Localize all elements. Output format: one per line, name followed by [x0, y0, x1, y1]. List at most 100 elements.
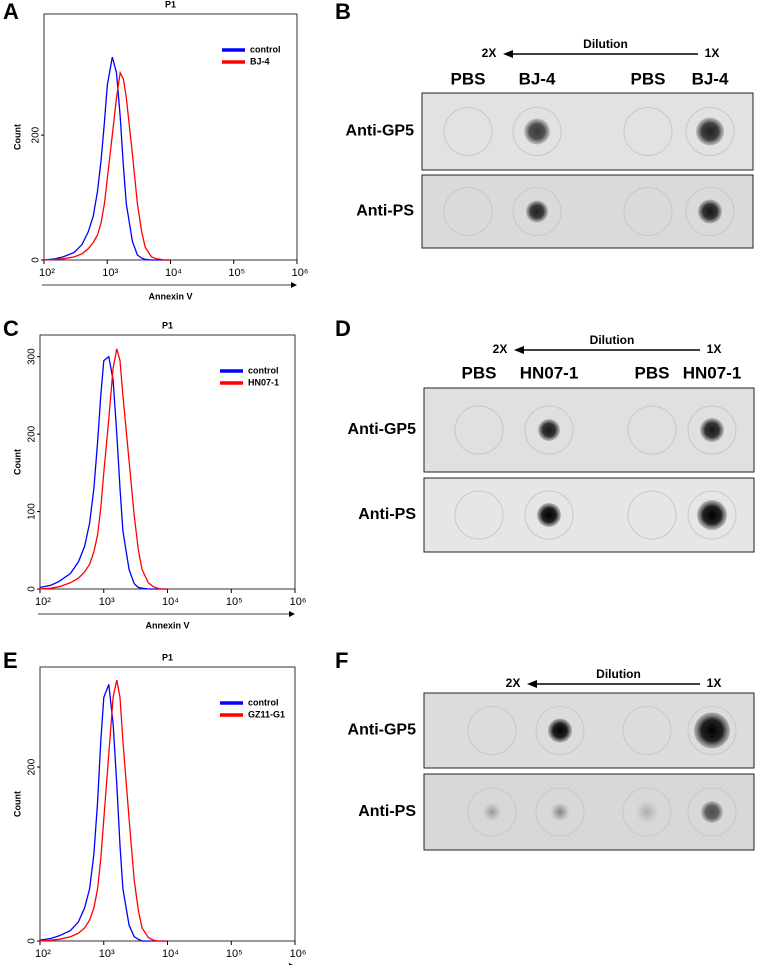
chart-title: P1 — [165, 0, 176, 9]
dilution-label: Dilution — [590, 333, 635, 347]
panel-label: A — [3, 0, 19, 24]
column-label: BJ-4 — [692, 69, 729, 88]
x-tick-label: 10² — [35, 596, 51, 608]
panel-label: B — [335, 0, 351, 24]
row-label: Anti-PS — [356, 203, 414, 220]
dilution-left: 2X — [493, 342, 508, 356]
histogram-line — [39, 348, 168, 590]
legend-label: control — [248, 365, 279, 375]
spot — [700, 418, 724, 442]
column-label: PBS — [451, 69, 486, 88]
x-tick-label: 10⁴ — [165, 267, 182, 279]
spot-ring — [443, 187, 493, 236]
histogram-line — [39, 355, 168, 590]
x-tick-label: 10⁶ — [290, 596, 307, 608]
x-axis-arrow — [289, 611, 295, 617]
dilution-right: 1X — [707, 342, 722, 356]
spot-ring — [622, 787, 672, 837]
spot-ring — [627, 490, 677, 540]
x-tick-label: 10⁴ — [162, 948, 179, 960]
spot-ring — [627, 405, 677, 455]
column-label: PBS — [462, 363, 497, 382]
spot-ring — [443, 107, 493, 156]
spot-ring — [685, 187, 735, 236]
y-tick-label: 200 — [31, 126, 42, 143]
spot-ring — [512, 187, 562, 236]
spot-ring — [524, 405, 574, 455]
panel-label: D — [335, 316, 351, 341]
y-axis-label: Count — [12, 791, 22, 817]
spot — [698, 199, 722, 224]
spot — [697, 500, 727, 530]
legend-label: BJ-4 — [250, 56, 270, 66]
dilution-left: 2X — [482, 46, 497, 60]
spot-ring — [623, 107, 673, 156]
y-tick-label: 300 — [27, 348, 38, 365]
histogram-line — [39, 684, 168, 942]
x-axis-label: Annexin V — [148, 291, 192, 301]
spot-ring — [687, 706, 737, 755]
spot — [482, 802, 502, 822]
dilution-label: Dilution — [596, 667, 641, 681]
x-axis-arrow — [291, 282, 297, 288]
panel-label: F — [335, 648, 348, 673]
column-label: HN07-1 — [520, 363, 579, 382]
spot — [550, 802, 570, 822]
column-label: BJ-4 — [519, 69, 556, 88]
chart-title: P1 — [162, 320, 173, 330]
panel-label: E — [3, 648, 18, 673]
x-tick-label: 10⁴ — [162, 596, 179, 608]
spot-ring — [467, 706, 517, 755]
x-tick-label: 10² — [39, 267, 55, 279]
column-label: PBS — [631, 69, 666, 88]
row-label: Anti-GP5 — [348, 722, 417, 739]
spot-ring — [535, 706, 585, 755]
y-tick-label: 200 — [27, 425, 38, 442]
spot — [526, 200, 548, 223]
y-tick-label: 0 — [31, 257, 42, 263]
dilution-right: 1X — [707, 676, 722, 690]
y-axis-label: Count — [12, 124, 22, 150]
y-tick-label: 0 — [27, 586, 38, 592]
spot-ring — [622, 706, 672, 755]
x-tick-label: 10⁵ — [226, 596, 243, 608]
histogram-line — [39, 679, 168, 942]
spot-ring — [454, 405, 504, 455]
legend-label: control — [250, 44, 281, 54]
dilution-arrowhead — [514, 346, 524, 354]
dilution-arrowhead — [503, 50, 513, 58]
legend-label: HN07-1 — [248, 377, 279, 387]
spot-ring — [467, 787, 517, 837]
row-label: Anti-GP5 — [346, 123, 415, 140]
x-tick-label: 10⁶ — [290, 948, 307, 960]
spot — [701, 801, 723, 823]
y-tick-label: 200 — [27, 758, 38, 775]
spot — [537, 503, 561, 527]
spot-ring — [687, 405, 737, 455]
legend-label: GZ11-G1 — [248, 709, 285, 719]
spot-ring — [687, 490, 737, 540]
spot — [635, 800, 659, 824]
row-label: Anti-PS — [358, 506, 416, 523]
spot — [548, 718, 572, 743]
dilution-left: 2X — [506, 676, 521, 690]
spot-ring — [623, 187, 673, 236]
x-tick-label: 10⁵ — [226, 948, 243, 960]
spot — [524, 118, 550, 145]
chart-title: P1 — [162, 652, 173, 662]
x-tick-label: 10⁵ — [228, 267, 245, 279]
dilution-right: 1X — [705, 46, 720, 60]
legend-label: control — [248, 697, 279, 707]
membrane — [423, 773, 755, 851]
membrane — [423, 387, 755, 473]
row-label: Anti-PS — [358, 803, 416, 820]
spot-ring — [685, 107, 735, 156]
spot-ring — [454, 490, 504, 540]
spot-ring — [512, 107, 562, 156]
spot-ring — [524, 490, 574, 540]
histogram-line — [43, 56, 171, 261]
spot-ring — [535, 787, 585, 837]
y-tick-label: 0 — [27, 938, 38, 944]
spot — [696, 117, 724, 146]
